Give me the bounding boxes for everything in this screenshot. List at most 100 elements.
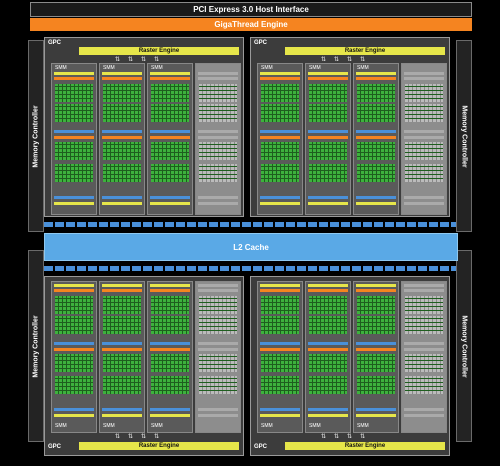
smm-unit-strip	[54, 348, 94, 351]
smm-unit-strip	[54, 202, 94, 205]
cuda-core-array	[405, 316, 443, 334]
smm-unit-strip	[102, 414, 142, 417]
smm-unit-strip	[404, 136, 444, 139]
smm-label: SMM	[103, 423, 115, 429]
memory-controller-label: Memory Controller	[460, 314, 468, 378]
smm-label: SMM	[357, 65, 369, 71]
smm-unit-strip	[150, 202, 190, 205]
cuda-core-array	[55, 376, 93, 394]
smm-label: SMM	[357, 423, 369, 429]
cuda-core-array	[55, 296, 93, 314]
smm-unit-strip	[198, 77, 238, 80]
gpc-1: GPC Raster Engine ⇅⇅⇅⇅ SMM SMM SMM	[44, 37, 244, 217]
smm-unit-strip	[308, 196, 348, 199]
smm-unit-strip	[150, 348, 190, 351]
cuda-core-array	[309, 142, 347, 160]
cuda-core-array	[103, 316, 141, 334]
gpc-label: GPC	[48, 40, 62, 46]
cuda-core-array	[199, 164, 237, 182]
smm-unit-strip	[54, 196, 94, 199]
smm-unit-strip	[260, 136, 300, 139]
cuda-core-array	[55, 316, 93, 334]
gpc-3: GPC Raster Engine ⇅⇅⇅⇅ SMM SMM SMM	[44, 276, 244, 456]
smm-unit-strip	[54, 136, 94, 139]
raster-engine: Raster Engine	[285, 47, 445, 55]
smm-unit-strip	[404, 130, 444, 133]
pcie-host-interface: PCI Express 3.0 Host Interface	[30, 2, 472, 17]
smm: SMM	[99, 281, 145, 433]
raster-engine: Raster Engine	[79, 47, 239, 55]
cuda-core-array	[309, 164, 347, 182]
cuda-core-array	[151, 84, 189, 102]
smm-unit-strip	[356, 130, 396, 133]
cuda-core-array	[261, 316, 299, 334]
cuda-core-array	[405, 104, 443, 122]
smm-unit-strip	[102, 348, 142, 351]
cuda-core-array	[309, 104, 347, 122]
cuda-core-array	[103, 376, 141, 394]
cuda-core-array	[199, 316, 237, 334]
data-flow-arrows: ⇅⇅⇅⇅	[321, 434, 374, 440]
smm-unit-strip	[308, 130, 348, 133]
cuda-core-array	[405, 354, 443, 372]
smm-label: SMM	[151, 423, 163, 429]
memory-controller-bottom-left: Memory Controller	[28, 250, 44, 442]
smm-unit-strip	[102, 77, 142, 80]
gpc-label: GPC	[254, 40, 268, 46]
smm-disabled	[195, 281, 241, 433]
smm-unit-strip	[198, 342, 238, 345]
smm-unit-strip	[150, 414, 190, 417]
smm-unit-strip	[404, 342, 444, 345]
cuda-core-array	[55, 354, 93, 372]
smm-unit-strip	[356, 342, 396, 345]
cuda-core-array	[261, 296, 299, 314]
smm-unit-strip	[356, 196, 396, 199]
smm-unit-strip	[198, 130, 238, 133]
cuda-core-array	[199, 104, 237, 122]
smm-unit-strip	[102, 196, 142, 199]
smm-unit-strip	[198, 289, 238, 292]
gpc-label: GPC	[254, 444, 268, 450]
cuda-core-array	[261, 354, 299, 372]
cuda-core-array	[103, 142, 141, 160]
smm-unit-strip	[198, 72, 238, 75]
smm-label: SMM	[309, 423, 321, 429]
data-flow-arrows: ⇅⇅⇅⇅	[115, 57, 168, 63]
cuda-core-array	[103, 104, 141, 122]
cuda-core-array	[357, 104, 395, 122]
smm-unit-strip	[308, 289, 348, 292]
raster-engine: Raster Engine	[79, 442, 239, 450]
cuda-core-array	[261, 104, 299, 122]
smm-unit-strip	[308, 342, 348, 345]
smm-unit-strip	[198, 348, 238, 351]
cuda-core-array	[261, 376, 299, 394]
smm-unit-strip	[150, 196, 190, 199]
smm-unit-strip	[356, 414, 396, 417]
cuda-core-array	[103, 354, 141, 372]
smm-label: SMM	[151, 65, 163, 71]
smm-unit-strip	[198, 196, 238, 199]
smm-unit-strip	[102, 202, 142, 205]
cuda-core-array	[199, 354, 237, 372]
cuda-core-array	[151, 296, 189, 314]
memory-bus-bottom	[44, 266, 456, 271]
smm-unit-strip	[260, 196, 300, 199]
smm-label: SMM	[55, 423, 67, 429]
smm-unit-strip	[54, 72, 94, 75]
smm-unit-strip	[404, 348, 444, 351]
smm-unit-strip	[150, 136, 190, 139]
smm-unit-strip	[260, 408, 300, 411]
l2-cache: L2 Cache	[44, 233, 458, 261]
smm-unit-strip	[308, 408, 348, 411]
cuda-core-array	[309, 354, 347, 372]
cuda-core-array	[357, 354, 395, 372]
smm-unit-strip	[404, 72, 444, 75]
smm-unit-strip	[102, 289, 142, 292]
smm-unit-strip	[308, 72, 348, 75]
gpc-label: GPC	[48, 444, 62, 450]
cuda-core-array	[151, 376, 189, 394]
smm-unit-strip	[356, 77, 396, 80]
smm-unit-strip	[198, 408, 238, 411]
smm-unit-strip	[404, 202, 444, 205]
